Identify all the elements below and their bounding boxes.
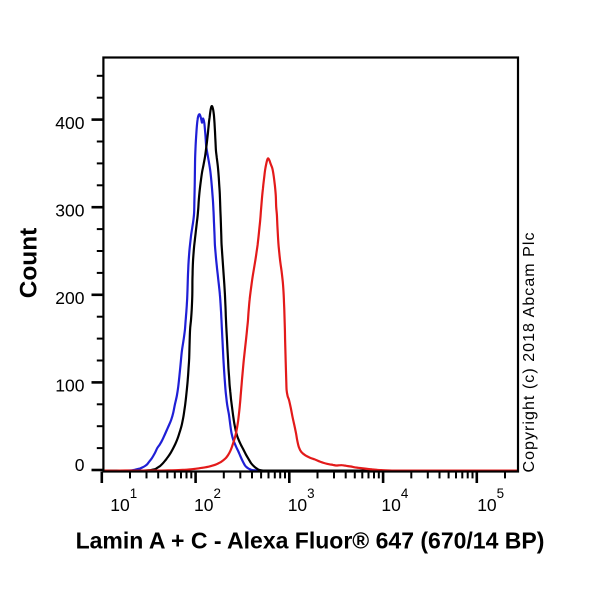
svg-text:Lamin A + C - Alexa Fluor® 647: Lamin A + C - Alexa Fluor® 647 (670/14 B… xyxy=(76,528,545,554)
svg-text:400: 400 xyxy=(55,113,84,133)
svg-text:0: 0 xyxy=(75,455,85,475)
svg-text:Copyright (c) 2018 Abcam Plc: Copyright (c) 2018 Abcam Plc xyxy=(521,231,538,472)
svg-text:200: 200 xyxy=(55,288,84,308)
svg-text:100: 100 xyxy=(55,376,84,396)
svg-text:300: 300 xyxy=(55,200,84,220)
svg-text:Count: Count xyxy=(16,228,43,298)
